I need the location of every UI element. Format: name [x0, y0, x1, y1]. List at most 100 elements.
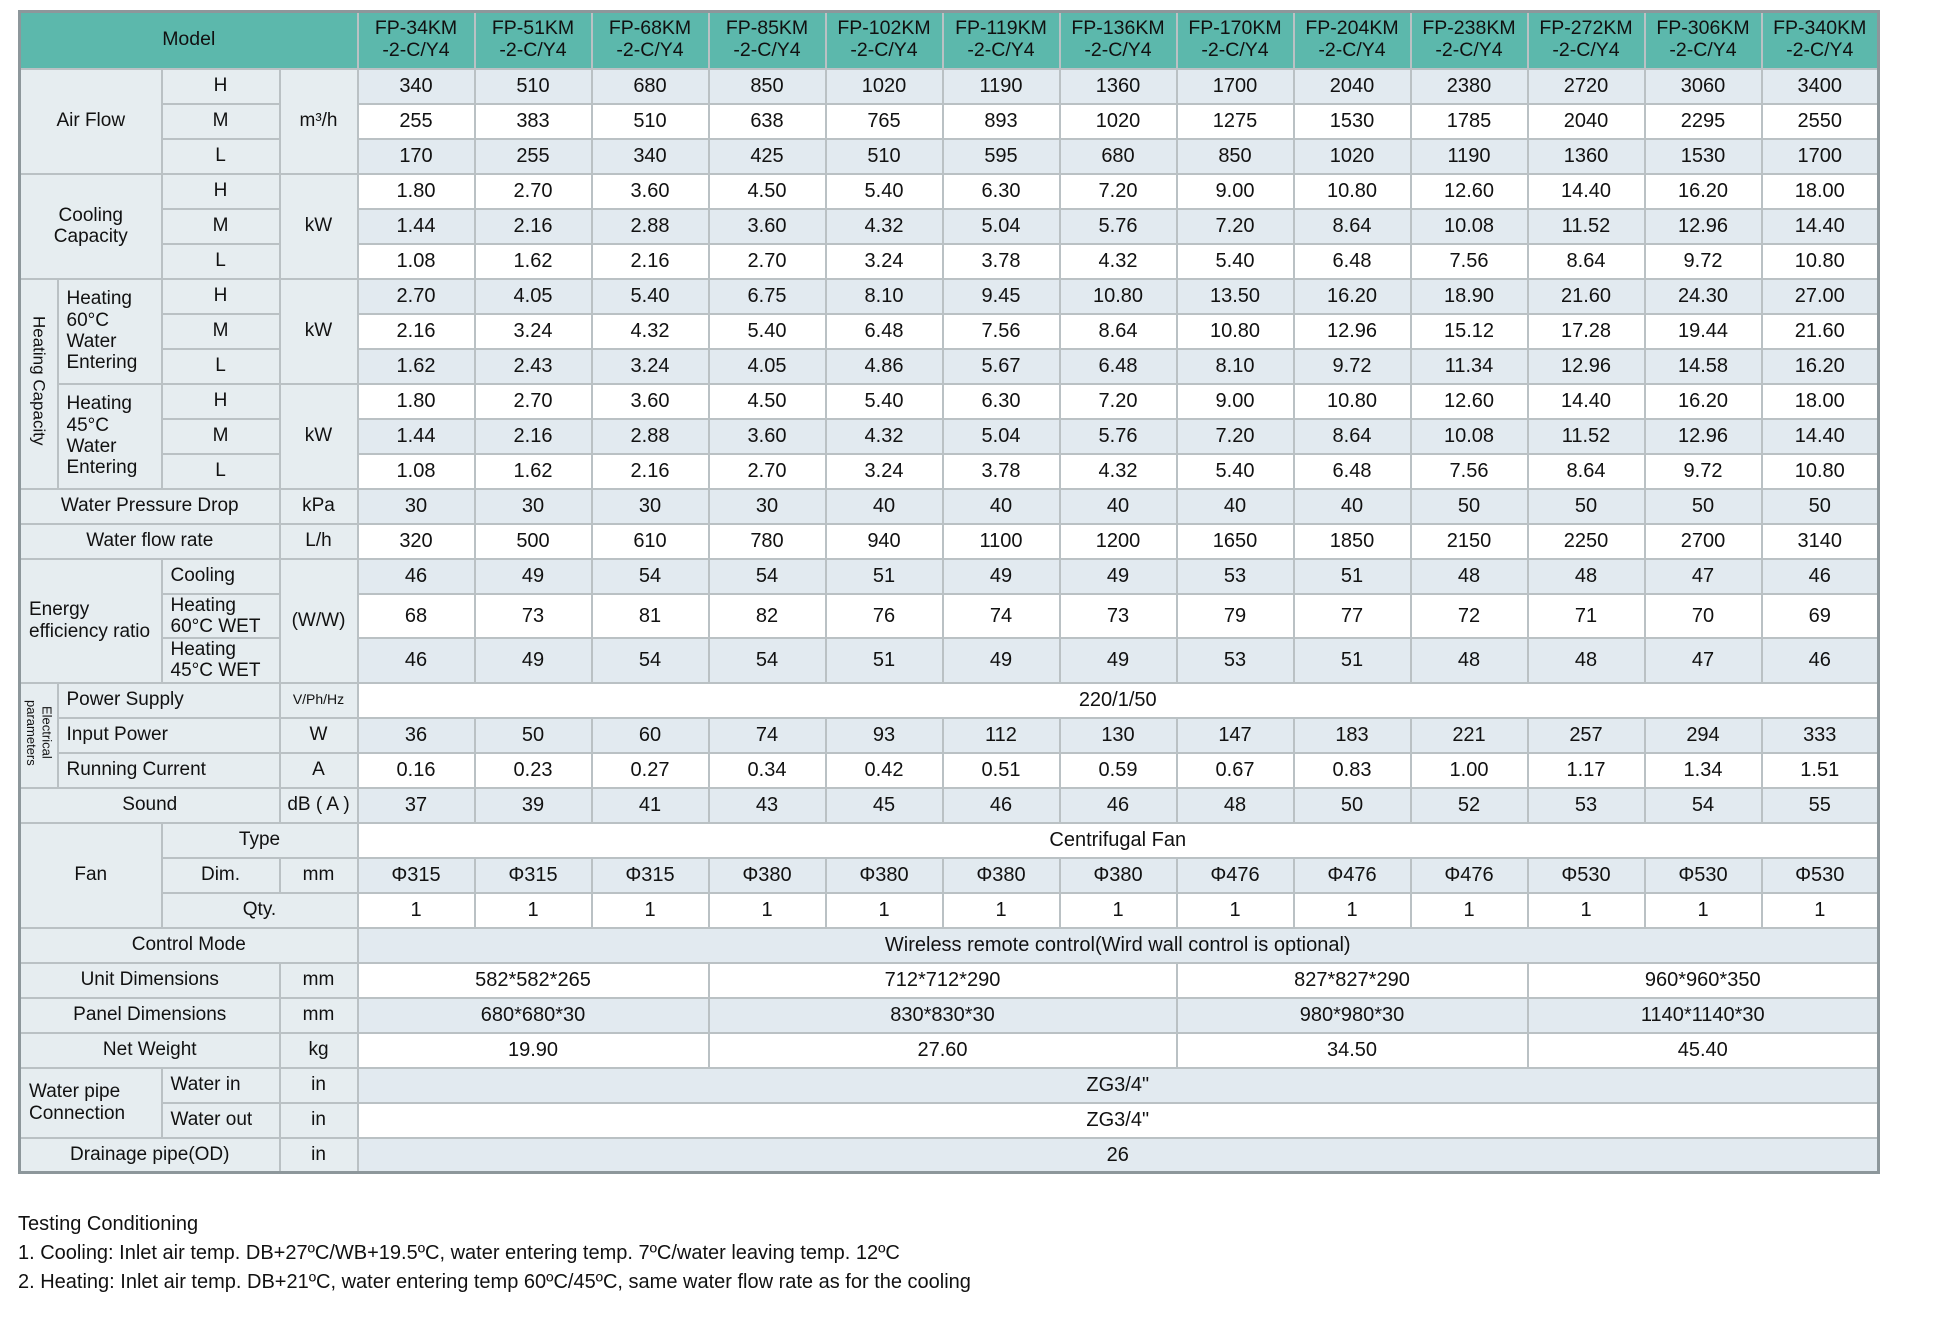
- data-cell: 17.28: [1526, 312, 1646, 350]
- data-cell: 8.64: [1292, 207, 1412, 245]
- data-cell: 0.27: [590, 751, 710, 789]
- data-cell: 383: [473, 102, 593, 140]
- table-row: Net Weight kg 19.90 27.60 34.50 45.40: [18, 1031, 1880, 1069]
- data-cell: 51: [1292, 557, 1412, 595]
- data-cell: 46: [1760, 637, 1880, 684]
- data-cell: 4.50: [707, 172, 827, 210]
- data-cell: 14.40: [1526, 172, 1646, 210]
- data-cell-group: 19.90: [356, 1031, 710, 1069]
- model-name-line1: FP-272KM: [1539, 17, 1633, 40]
- data-cell: 3140: [1760, 522, 1880, 560]
- data-cell: 3.60: [707, 417, 827, 455]
- data-cell: 10.80: [1292, 172, 1412, 210]
- data-cell: 11.52: [1526, 417, 1646, 455]
- footnote-cooling: 1. Cooling: Inlet air temp. DB+27ºC/WB+1…: [18, 1242, 900, 1265]
- row-label-cell: Water out: [160, 1101, 281, 1139]
- table-row: Dim. mm Φ315 Φ315 Φ315 Φ380 Φ380 Φ380 Φ380 Φ476 Φ4…: [20, 856, 1880, 894]
- data-cell: 2150: [1409, 522, 1529, 560]
- table-row: Unit Dimensions mm 582*582*265 712*712*290 8…: [18, 961, 1880, 999]
- data-cell: 3.60: [590, 172, 710, 210]
- data-cell: 2380: [1409, 67, 1529, 105]
- data-cell: 340: [590, 137, 710, 175]
- data-cell: 2.16: [473, 207, 593, 245]
- data-cell: 510: [824, 137, 944, 175]
- model-name-line1: FP-238KM: [1422, 17, 1516, 40]
- table-row: M 1.44 2.16 2.88 3.60 4.32 5.04 5.76 7.20 8.64 10.…: [20, 207, 1880, 245]
- model-header-cell: FP-238KM -2-C/Y4: [1409, 10, 1529, 70]
- row-label-cell: Cooling Capacity: [18, 172, 163, 280]
- data-cell: 1: [1058, 891, 1178, 929]
- data-cell: 5.76: [1058, 207, 1178, 245]
- data-cell: 11.34: [1409, 347, 1529, 385]
- data-cell: 8.10: [824, 277, 944, 315]
- unit-cell: A: [278, 751, 359, 789]
- data-cell: 1: [1643, 891, 1763, 929]
- unit-cell: kg: [278, 1031, 359, 1069]
- data-cell: 16.20: [1760, 347, 1880, 385]
- data-cell: 1700: [1175, 67, 1295, 105]
- data-cell: 1785: [1409, 102, 1529, 140]
- table-row: Water out in ZG3/4": [20, 1101, 1880, 1139]
- data-cell: 5.04: [941, 207, 1061, 245]
- data-cell: 333: [1760, 716, 1880, 754]
- data-cell: 9.72: [1643, 242, 1763, 280]
- data-cell: 2295: [1643, 102, 1763, 140]
- data-cell: 74: [941, 592, 1061, 640]
- data-cell: 30: [707, 487, 827, 525]
- data-cell: 1.00: [1409, 751, 1529, 789]
- data-cell: 24.30: [1643, 277, 1763, 315]
- data-cell: 51: [824, 637, 944, 684]
- data-cell: 8.64: [1058, 312, 1178, 350]
- data-cell: Φ476: [1409, 856, 1529, 894]
- model-name-line2: -2-C/Y4: [1786, 39, 1854, 62]
- data-cell: 16.20: [1292, 277, 1412, 315]
- data-cell: 5.40: [824, 382, 944, 420]
- data-cell: 500: [473, 522, 593, 560]
- data-cell: 183: [1292, 716, 1412, 754]
- data-cell: 0.23: [473, 751, 593, 789]
- data-cell: 70: [1643, 592, 1763, 640]
- data-cell: 7.56: [1409, 452, 1529, 490]
- data-cell: 2.16: [473, 417, 593, 455]
- data-cell: 47: [1643, 557, 1763, 595]
- data-cell: 40: [824, 487, 944, 525]
- row-label-cell: Sound: [18, 786, 281, 824]
- data-cell: 4.50: [707, 382, 827, 420]
- table-row: Drainage pipe(OD) in 26: [18, 1136, 1880, 1174]
- model-header-cell: FP-204KM -2-C/Y4: [1292, 10, 1412, 70]
- data-cell-merged: ZG3/4": [356, 1101, 1880, 1139]
- data-cell: 2040: [1526, 102, 1646, 140]
- data-cell-merged: Centrifugal Fan: [356, 821, 1880, 859]
- data-cell: 0.83: [1292, 751, 1412, 789]
- data-cell: 1.44: [356, 417, 476, 455]
- data-cell: 12.96: [1526, 347, 1646, 385]
- data-cell: 0.42: [824, 751, 944, 789]
- row-label-cell: Water pipe Connection: [18, 1066, 163, 1139]
- data-cell: 1.80: [356, 382, 476, 420]
- data-cell-merged: 26: [356, 1136, 1880, 1174]
- data-cell: 48: [1526, 557, 1646, 595]
- model-header-row: Model FP-34KM -2-C/Y4 FP-51KM -2-C/Y4 FP-68K…: [18, 10, 1880, 70]
- footnote-heating: 2. Heating: Inlet air temp. DB+21ºC, wat…: [18, 1271, 971, 1294]
- row-label-cell: Cooling: [160, 557, 281, 595]
- data-cell: 1: [473, 891, 593, 929]
- data-cell: 610: [590, 522, 710, 560]
- data-cell: 1.62: [473, 242, 593, 280]
- unit-cell: kPa: [278, 487, 359, 525]
- data-cell: 69: [1760, 592, 1880, 640]
- data-cell: 1: [941, 891, 1061, 929]
- model-header-cell: FP-34KM -2-C/Y4: [356, 10, 476, 70]
- data-cell: 510: [590, 102, 710, 140]
- model-name-line1: FP-51KM: [491, 17, 575, 40]
- data-cell: 5.40: [590, 277, 710, 315]
- table-row: Energy efficiency ratio Cooling (W/W) 46 49 5…: [18, 557, 1880, 684]
- data-cell: 16.20: [1643, 382, 1763, 420]
- data-cell: 8.64: [1526, 242, 1646, 280]
- data-cell: 3.24: [824, 242, 944, 280]
- row-label-cell: Unit Dimensions: [18, 961, 281, 999]
- data-cell: 425: [707, 137, 827, 175]
- row-label-cell: L: [160, 347, 281, 385]
- data-cell: 46: [941, 786, 1061, 824]
- data-cell: 0.16: [356, 751, 476, 789]
- data-cell: 8.10: [1175, 347, 1295, 385]
